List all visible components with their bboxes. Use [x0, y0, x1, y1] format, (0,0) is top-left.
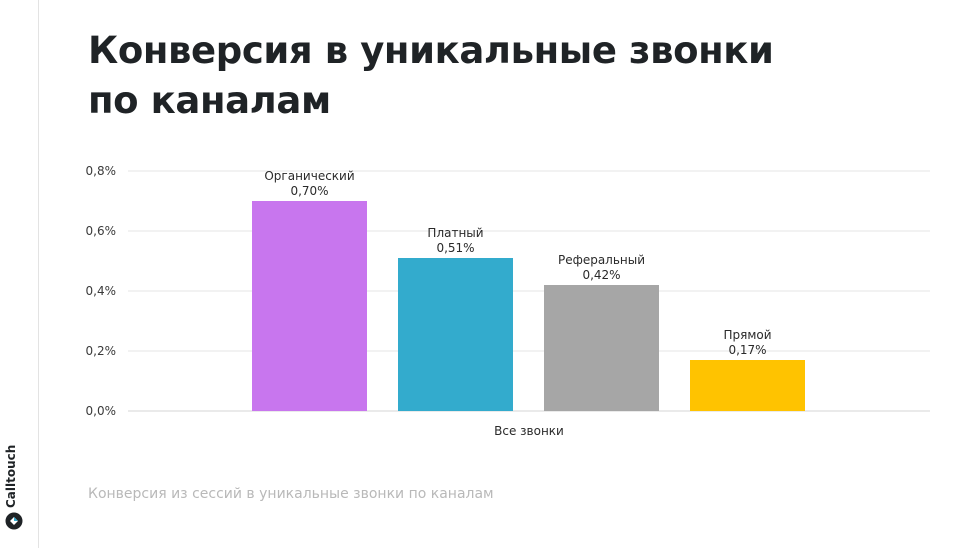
bar-series-label: Органический	[264, 169, 354, 183]
y-tick-label: 0,4%	[86, 284, 117, 298]
y-tick-label: 0,8%	[86, 164, 117, 178]
calltouch-logo-icon	[5, 512, 23, 530]
bar-value-label: 0,17%	[728, 343, 766, 357]
page-title: Конверсия в уникальные звонки по каналам	[88, 26, 948, 126]
title-line-2: по каналам	[88, 79, 331, 122]
bar-series-label: Реферальный	[558, 253, 645, 267]
x-category-label: Все звонки	[494, 424, 564, 438]
bar-value-label: 0,42%	[582, 268, 620, 282]
y-tick-label: 0,0%	[86, 404, 117, 418]
bar-series-label: Платный	[427, 226, 483, 240]
chart-caption: Конверсия из сессий в уникальные звонки …	[88, 486, 494, 502]
bar	[398, 258, 513, 411]
bar	[690, 360, 805, 411]
bar-series-label: Прямой	[723, 328, 771, 342]
bar-value-label: 0,51%	[436, 241, 474, 255]
left-divider	[38, 0, 39, 548]
bar-value-label: 0,70%	[290, 184, 328, 198]
bar	[544, 285, 659, 411]
y-tick-label: 0,6%	[86, 224, 117, 238]
y-tick-label: 0,2%	[86, 344, 117, 358]
brand-name: Calltouch	[4, 444, 18, 508]
title-line-1: Конверсия в уникальные звонки	[88, 29, 774, 72]
bar	[252, 201, 367, 411]
brand-logo: Calltouch	[0, 428, 36, 538]
